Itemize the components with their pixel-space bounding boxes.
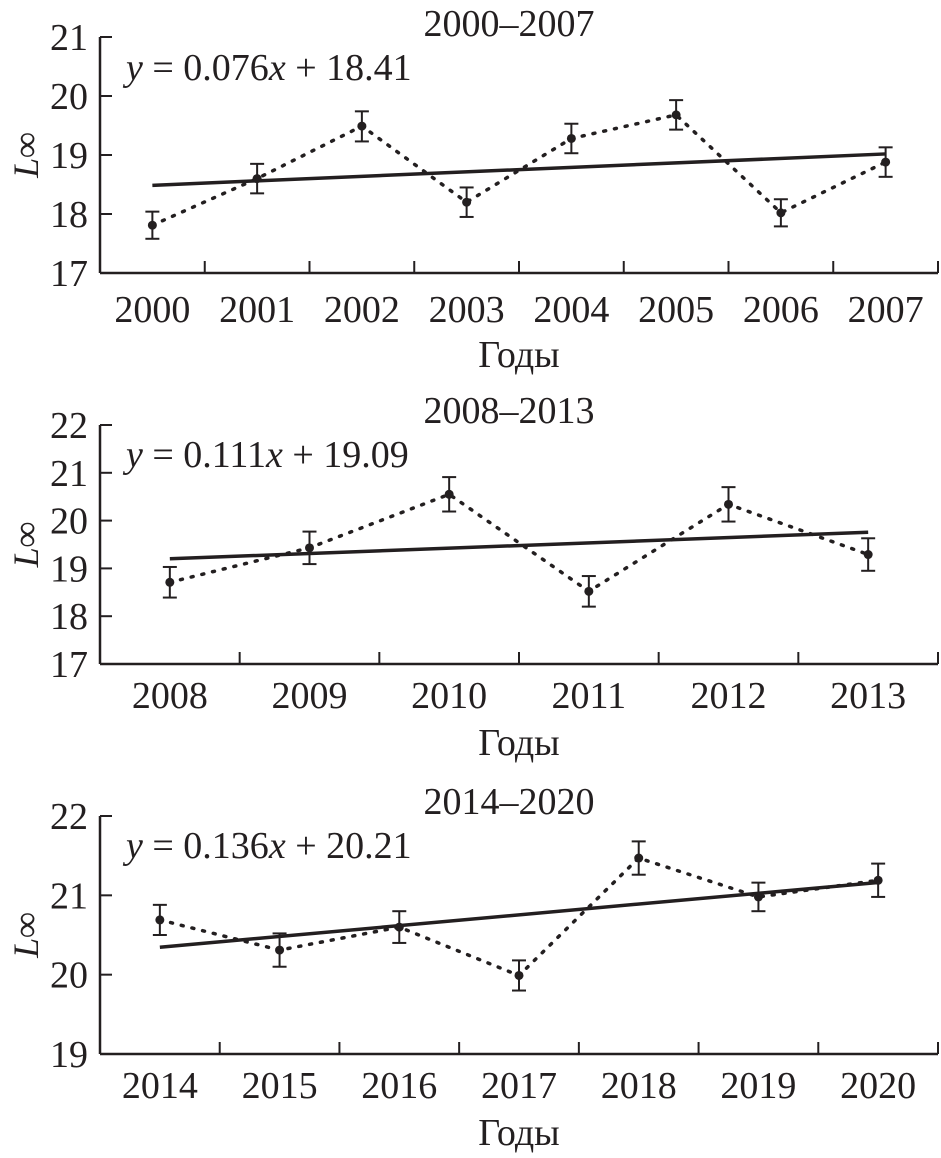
equation-part-y: y xyxy=(122,825,143,867)
data-point xyxy=(444,489,454,499)
y-tick-label: 19 xyxy=(50,135,88,177)
regression-equation: y = 0.136x + 20.21 xyxy=(122,825,412,867)
data-point xyxy=(305,543,314,553)
data-point xyxy=(514,970,524,980)
trend-line xyxy=(159,880,879,949)
data-point xyxy=(394,922,404,932)
y-tick-label: 22 xyxy=(50,796,88,838)
equation-part-x: x xyxy=(265,434,283,476)
x-axis-label: Годы xyxy=(478,334,559,376)
data-point xyxy=(584,586,594,596)
equation-part-x: x xyxy=(268,825,286,867)
x-tick-label: 2018 xyxy=(601,1065,677,1107)
data-point xyxy=(566,133,576,143)
chart-title: 2014–2020 xyxy=(424,781,595,823)
y-tick-label: 17 xyxy=(50,253,88,295)
y-tick-label: 19 xyxy=(50,548,88,590)
observed-series-line xyxy=(168,492,870,594)
x-tick-label: 2014 xyxy=(122,1065,198,1107)
x-axis-label: Годы xyxy=(478,1112,559,1154)
y-axis-label: L∞ xyxy=(6,132,46,179)
observed-series-line xyxy=(158,856,880,978)
data-point xyxy=(671,110,681,120)
data-point xyxy=(357,121,367,131)
y-axis-label: L∞ xyxy=(6,522,46,569)
equation-part-rest: + 19.09 xyxy=(283,434,409,476)
x-tick-label: 2012 xyxy=(691,675,767,717)
y-tick-label: 22 xyxy=(50,405,88,447)
equation-part-y: y xyxy=(122,47,143,89)
x-tick-label: 2010 xyxy=(411,675,487,717)
equation-part-y: y xyxy=(122,434,143,476)
data-point xyxy=(873,875,883,885)
data-point xyxy=(881,157,891,167)
x-tick-label: 2009 xyxy=(272,675,348,717)
x-tick-label: 2003 xyxy=(429,289,505,331)
x-tick-label: 2008 xyxy=(132,675,208,717)
data-point xyxy=(462,197,472,207)
y-tick-label: 19 xyxy=(50,1034,88,1076)
data-point xyxy=(252,174,262,184)
data-point xyxy=(634,853,644,863)
equation-part-rest: + 18.41 xyxy=(286,47,412,89)
y-tick-label: 21 xyxy=(50,875,88,917)
data-point xyxy=(776,208,786,218)
equation-part-rest: + 20.21 xyxy=(286,825,412,867)
chart-title: 2008–2013 xyxy=(424,390,595,432)
data-point xyxy=(155,915,165,925)
x-tick-label: 2006 xyxy=(743,289,819,331)
chart-panel-1: 17 18 19 20 21 2000 2001 2002 2003 2004 2005 2006 20… xyxy=(6,3,939,376)
y-tick-label: 21 xyxy=(50,453,88,495)
x-tick-label: 2007 xyxy=(848,289,924,331)
x-tick-label: 2013 xyxy=(830,675,906,717)
y-tick-label: 20 xyxy=(50,501,88,543)
data-point xyxy=(147,220,157,230)
y-tick-label: 21 xyxy=(50,17,88,59)
y-tick-label: 20 xyxy=(50,955,88,997)
chart-panel-2: 17 18 19 20 21 22 2008 2009 2010 2011 2012 2013 2008… xyxy=(6,390,939,764)
y-tick-label: 17 xyxy=(50,644,88,686)
data-point xyxy=(863,550,873,560)
x-tick-label: 2015 xyxy=(242,1065,318,1107)
x-tick-label: 2000 xyxy=(114,289,190,331)
chart-title: 2000–2007 xyxy=(424,3,595,45)
equation-part-eqx: = 0.136 xyxy=(143,825,269,867)
x-tick-label: 2004 xyxy=(533,289,609,331)
trend-line xyxy=(169,530,869,561)
y-tick-label: 18 xyxy=(50,596,88,638)
y-axis-label: L∞ xyxy=(6,912,46,959)
chart-panel-3: 19 20 21 22 2014 2015 2016 2017 2018 2019 2020 2014… xyxy=(6,781,939,1154)
x-tick-label: 2001 xyxy=(219,289,295,331)
observed-series-line xyxy=(150,112,888,227)
regression-equation: y = 0.111x + 19.09 xyxy=(122,434,409,476)
x-tick-label: 2020 xyxy=(840,1065,916,1107)
data-point xyxy=(753,892,763,902)
data-point xyxy=(165,577,175,587)
y-tick-label: 20 xyxy=(50,76,88,118)
x-tick-label: 2002 xyxy=(324,289,400,331)
x-tick-label: 2005 xyxy=(638,289,714,331)
x-tick-label: 2019 xyxy=(720,1065,796,1107)
equation-part-eqx: = 0.076 xyxy=(143,47,269,89)
x-tick-label: 2016 xyxy=(361,1065,437,1107)
x-axis-label: Годы xyxy=(478,722,559,764)
x-tick-label: 2011 xyxy=(552,675,627,717)
data-point xyxy=(275,945,285,955)
equation-part-eqx: = 0.111 xyxy=(143,434,266,476)
data-point xyxy=(724,499,733,509)
trend-line xyxy=(152,152,886,188)
regression-equation: y = 0.076x + 18.41 xyxy=(122,47,412,89)
y-tick-label: 18 xyxy=(50,194,88,236)
equation-part-x: x xyxy=(268,47,286,89)
x-tick-label: 2017 xyxy=(481,1065,557,1107)
